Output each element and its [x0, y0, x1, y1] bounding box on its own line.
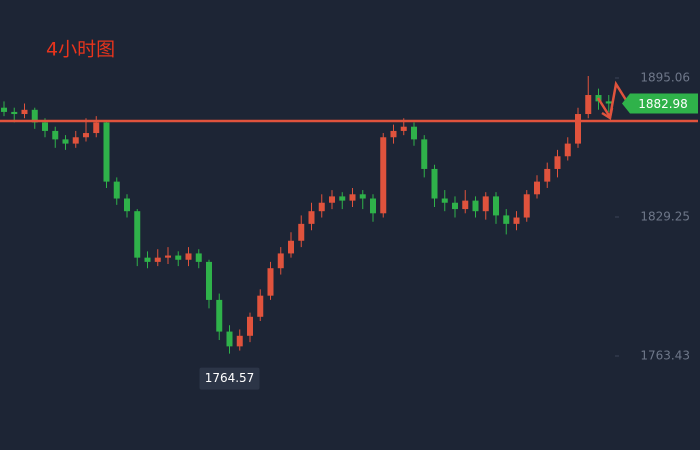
- candle-body: [236, 335, 243, 347]
- candle-body: [175, 255, 182, 260]
- candle-body: [462, 200, 469, 210]
- candle-body: [513, 217, 520, 224]
- candle-body: [544, 168, 551, 182]
- chart-title: 4小时图: [46, 39, 115, 61]
- candle-body: [554, 156, 561, 169]
- candle-body: [370, 198, 376, 214]
- candle-body: [421, 139, 428, 169]
- candle-body: [267, 268, 274, 296]
- candle-body: [42, 122, 48, 131]
- candle-body: [380, 137, 387, 214]
- candle-body: [575, 114, 581, 144]
- candle-body: [329, 196, 335, 203]
- candle-body: [318, 202, 325, 212]
- arrow-annotation: [596, 80, 628, 121]
- candle-body: [93, 122, 100, 134]
- candle-body: [83, 133, 89, 138]
- candle-body: [113, 181, 120, 199]
- candle-body: [1, 107, 7, 112]
- candle-body: [226, 331, 233, 347]
- candle-body: [564, 143, 571, 157]
- candle-body: [472, 200, 479, 212]
- candle-body: [247, 316, 253, 336]
- y-tick-label: 1829.25: [640, 209, 690, 223]
- candle-body: [144, 257, 151, 262]
- candle-body: [390, 130, 397, 138]
- candle-body: [441, 198, 448, 203]
- candle-body: [482, 196, 489, 212]
- candle-body: [411, 126, 417, 140]
- y-tick-label: 1895.06: [640, 70, 690, 84]
- candle-body: [103, 122, 110, 182]
- candle-body: [154, 257, 161, 262]
- candle-body: [62, 139, 69, 144]
- y-tick-label: 1763.43: [640, 349, 690, 363]
- candle-body: [124, 198, 130, 212]
- candle-body: [605, 101, 612, 104]
- candle-body: [134, 211, 141, 258]
- candle-body: [11, 111, 18, 115]
- candle-body: [21, 109, 28, 115]
- candle-body: [257, 295, 264, 317]
- candle-body: [31, 109, 38, 123]
- candle-body: [216, 299, 223, 332]
- candle-body: [523, 194, 530, 218]
- candle-body: [298, 223, 305, 241]
- candle-body: [585, 95, 592, 115]
- low-label: 1764.57: [205, 371, 255, 385]
- arrow-head: [601, 107, 614, 121]
- price-tag-label: 1882.98: [638, 97, 688, 111]
- candle-body: [493, 196, 499, 216]
- candle-body: [339, 196, 346, 201]
- candle-body: [277, 253, 284, 269]
- candle-body: [308, 211, 315, 224]
- candle-body: [359, 194, 366, 199]
- candle-body: [206, 261, 212, 300]
- low-label-box: [199, 367, 260, 390]
- price-tag: [622, 93, 698, 114]
- candle-body: [288, 240, 294, 254]
- candle-body: [349, 194, 356, 201]
- candle-body: [452, 202, 458, 210]
- candle-body: [195, 253, 202, 262]
- candle-body: [431, 168, 438, 199]
- candle-body: [503, 215, 510, 224]
- candle-body: [534, 181, 540, 195]
- candle-body: [185, 253, 192, 260]
- candle-body: [400, 126, 407, 131]
- candle-body: [52, 130, 59, 140]
- candle-body: [72, 137, 79, 144]
- candle-body: [165, 255, 171, 258]
